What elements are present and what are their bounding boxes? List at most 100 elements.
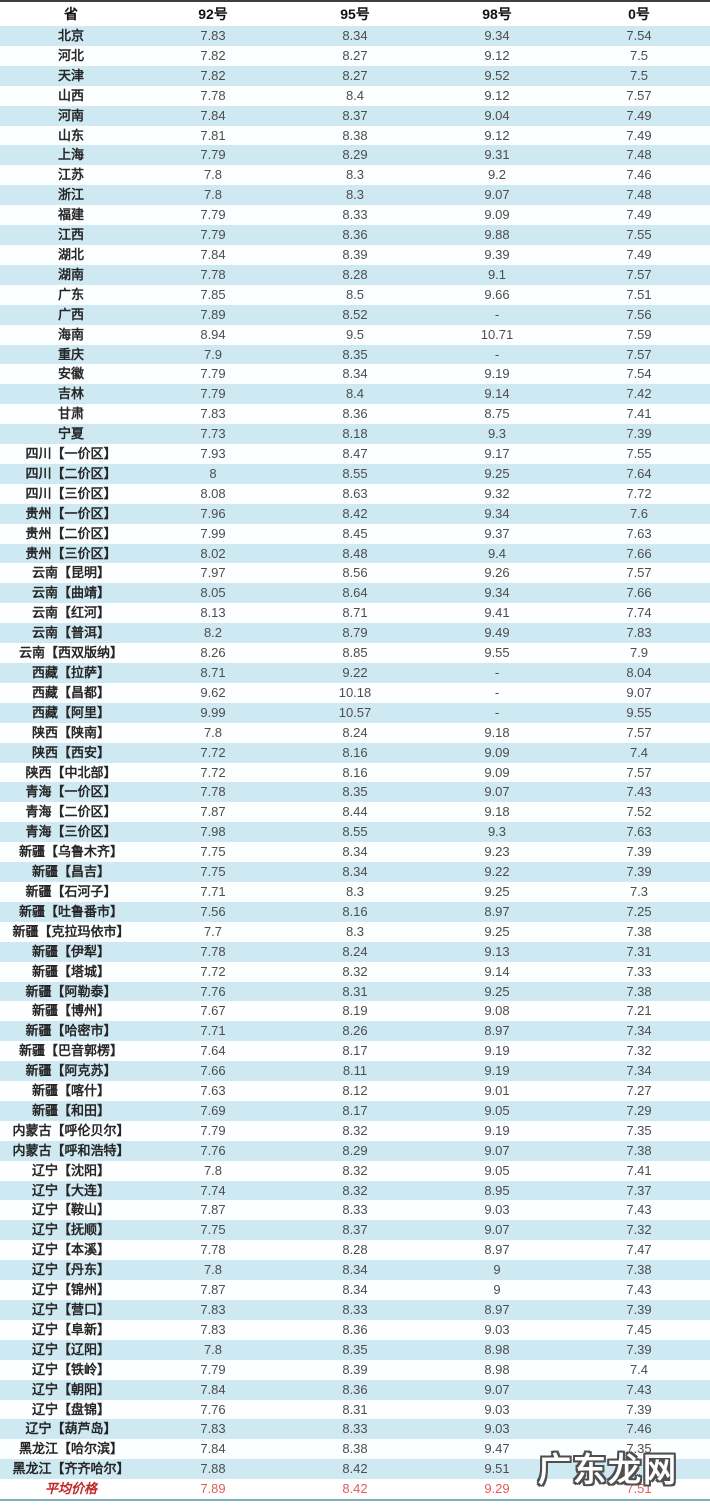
price-cell: 8.98 — [484, 1341, 510, 1357]
price-cell: 7.8 — [203, 167, 223, 183]
province-cell: 西藏【阿里】 — [31, 704, 110, 720]
province-cell: 河北 — [57, 47, 84, 63]
price-cell: 7.83 — [200, 1421, 226, 1437]
price-cell: 8.4 — [345, 87, 365, 103]
price-cell: 9.18 — [484, 804, 510, 820]
province-cell: 辽宁【抚顺】 — [31, 1222, 110, 1238]
price-cell: 8.12 — [342, 1083, 368, 1099]
price-cell: 9.12 — [484, 47, 510, 63]
table-row: 辽宁【盘锦】 7.76 8.31 9.03 7.39 — [0, 1399, 710, 1420]
province-cell: 云南【红河】 — [31, 605, 110, 621]
price-cell: 8.44 — [342, 804, 368, 820]
price-cell: 7.74 — [626, 605, 652, 621]
price-cell: 8.71 — [342, 605, 368, 621]
price-cell: 8.35 — [342, 1341, 368, 1357]
price-cell: 9.09 — [484, 207, 510, 223]
price-cell: 8.28 — [342, 1242, 368, 1258]
price-cell: 7.9 — [203, 346, 223, 362]
price-cell: 7.3 — [629, 883, 649, 899]
province-cell: 辽宁【营口】 — [31, 1302, 110, 1317]
table-row: 辽宁【阜新】 7.83 8.36 9.03 7.45 — [0, 1319, 710, 1340]
table-row: 云南【昆明】 7.97 8.56 9.26 7.57 — [0, 563, 710, 584]
price-cell: 8.36 — [342, 227, 368, 243]
price-cell: 8.36 — [342, 1321, 368, 1337]
price-cell: 8.34 — [342, 1262, 368, 1278]
price-cell: 8.97 — [484, 1302, 510, 1317]
table-row: 新疆【巴音郭楞】 7.64 8.17 9.19 7.32 — [0, 1041, 710, 1062]
price-cell: 7.43 — [626, 1282, 652, 1298]
table-row: 四川【二价区】 8 8.55 9.25 7.64 — [0, 463, 710, 484]
price-cell: 7.63 — [200, 1083, 226, 1099]
province-cell: 湖北 — [57, 246, 84, 262]
price-cell: 8.45 — [342, 525, 368, 541]
price-cell: 9.22 — [342, 665, 368, 680]
price-cell: 9.41 — [484, 605, 510, 621]
price-cell: 7.79 — [200, 147, 226, 163]
table-footer: 平均价格 7.89 8.42 9.29 7.51 — [0, 1479, 710, 1501]
price-cell: 7.98 — [200, 824, 226, 840]
province-cell: 海南 — [57, 326, 84, 342]
price-cell: 7.57 — [626, 565, 652, 581]
price-cell: 9.05 — [484, 1102, 510, 1118]
price-cell: 9.39 — [484, 246, 510, 262]
province-cell: 新疆【克拉玛依市】 — [12, 923, 130, 939]
province-cell: 新疆【昌吉】 — [31, 864, 110, 880]
province-cell: 新疆【伊犁】 — [31, 943, 110, 959]
price-cell: 7.59 — [626, 326, 652, 342]
price-cell: 8.35 — [342, 784, 368, 800]
province-cell: 重庆 — [57, 346, 84, 362]
price-cell: 8.05 — [200, 585, 226, 601]
price-cell: 9.05 — [484, 1162, 510, 1178]
province-cell: 浙江 — [57, 187, 84, 203]
price-cell: 9.26 — [484, 565, 510, 581]
price-cell: 7.64 — [626, 465, 652, 481]
table-row: 新疆【博州】 7.67 8.19 9.08 7.21 — [0, 1001, 710, 1022]
province-cell: 青海【一价区】 — [25, 784, 117, 800]
price-cell: 7.83 — [200, 1302, 226, 1317]
price-cell: 7.49 — [626, 207, 652, 223]
table-row: 新疆【乌鲁木齐】 7.75 8.34 9.23 7.39 — [0, 842, 710, 863]
table-row: 甘肃 7.83 8.36 8.75 7.41 — [0, 404, 710, 425]
price-cell: 8.47 — [342, 446, 368, 462]
table-row: 青海【三价区】 7.98 8.55 9.3 7.63 — [0, 822, 710, 843]
price-cell: 8.63 — [342, 485, 368, 501]
price-cell: 7.75 — [200, 864, 226, 880]
price-cell: 8.36 — [342, 1381, 368, 1397]
price-cell: 9.19 — [484, 366, 510, 382]
province-cell: 西藏【昌都】 — [31, 684, 110, 700]
price-cell: 7.75 — [200, 844, 226, 860]
price-cell: 7.87 — [200, 804, 226, 820]
table-row: 新疆【喀什】 7.63 8.12 9.01 7.27 — [0, 1081, 710, 1101]
col-header-92: 92号 — [142, 1, 284, 26]
price-cell: 8.08 — [200, 485, 226, 501]
table-row: 辽宁【鞍山】 7.87 8.33 9.03 7.43 — [0, 1200, 710, 1221]
price-cell: 7.54 — [626, 366, 652, 382]
table-row: 内蒙古【呼和浩特】 7.76 8.29 9.07 7.38 — [0, 1140, 710, 1161]
table-row: 湖南 7.78 8.28 9.1 7.57 — [0, 264, 710, 285]
price-cell: 8.13 — [200, 605, 226, 621]
price-cell: 8.31 — [342, 1401, 368, 1417]
province-cell: 云南【曲靖】 — [31, 585, 110, 601]
table-row: 辽宁【朝阳】 7.84 8.36 9.07 7.43 — [0, 1379, 710, 1400]
province-cell: 新疆【哈密市】 — [25, 1023, 117, 1039]
table-row: 云南【曲靖】 8.05 8.64 9.34 7.66 — [0, 583, 710, 604]
price-cell: 9.22 — [484, 864, 510, 880]
table-row: 天津 7.82 8.27 9.52 7.5 — [0, 65, 710, 86]
price-cell: 9.25 — [484, 983, 510, 999]
price-cell: 8.33 — [342, 1302, 368, 1317]
price-cell: 8 — [209, 465, 217, 481]
price-cell: 8.33 — [342, 207, 368, 223]
province-cell: 新疆【和田】 — [31, 1102, 110, 1118]
table-row: 新疆【哈密市】 7.71 8.26 8.97 7.34 — [0, 1021, 710, 1042]
price-cell: 8.33 — [342, 1202, 368, 1218]
price-cell: 9.37 — [484, 525, 510, 541]
price-cell: 7.78 — [200, 1242, 226, 1258]
table-row: 宁夏 7.73 8.18 9.3 7.39 — [0, 424, 710, 445]
table-row: 青海【一价区】 7.78 8.35 9.07 7.43 — [0, 782, 710, 803]
price-cell: 9.19 — [484, 1063, 510, 1079]
price-cell: 7.49 — [626, 127, 652, 143]
price-cell: 9.25 — [484, 883, 510, 899]
table-row: 辽宁【铁岭】 7.79 8.39 8.98 7.4 — [0, 1359, 710, 1380]
province-cell: 黑龙江【齐齐哈尔】 — [12, 1461, 130, 1477]
price-cell: 8.32 — [342, 1182, 368, 1198]
